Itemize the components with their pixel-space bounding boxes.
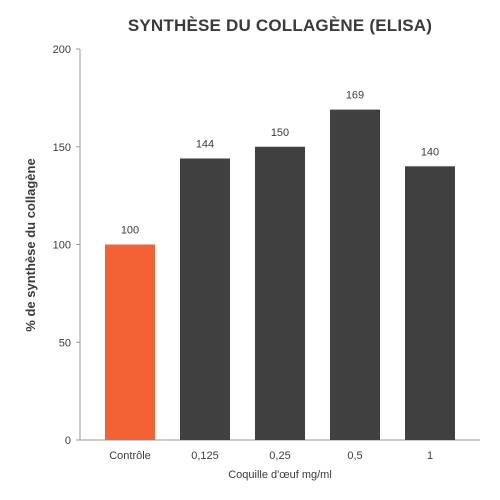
y-axis-title: % de synthèse du collagène <box>23 158 38 331</box>
x-tick-label: 1 <box>427 450 433 462</box>
bar-treatment <box>405 166 455 441</box>
bar-data-label: 169 <box>346 90 364 102</box>
bar-data-label: 150 <box>271 127 289 139</box>
bars-group: 100 144 150 169 140 <box>105 90 455 441</box>
x-tick-label: 0,25 <box>269 450 290 462</box>
bar-treatment <box>330 109 380 440</box>
bar-treatment <box>255 146 305 440</box>
bar-data-label: 140 <box>421 146 439 158</box>
bar-data-label: 100 <box>121 225 139 237</box>
y-tick-label: 0 <box>65 435 71 447</box>
x-tick-label: Contrôle <box>109 450 151 462</box>
y-tick-label: 200 <box>53 44 71 56</box>
chart-title: SYNTHÈSE DU COLLAGÈNE (ELISA) <box>127 16 433 35</box>
y-tick-label: 150 <box>53 142 71 154</box>
x-tick-label: 0,125 <box>191 450 219 462</box>
bar-treatment <box>180 158 230 441</box>
bar-control <box>105 244 155 440</box>
bar-data-label: 144 <box>196 138 214 150</box>
x-axis-title: Coquille d'œuf mg/ml <box>228 469 332 481</box>
y-tick-label: 100 <box>53 240 71 252</box>
x-tick-label: 0,5 <box>347 450 362 462</box>
y-tick-label: 50 <box>59 337 71 349</box>
y-axis-ticks: 0 50 100 150 200 <box>53 44 80 447</box>
x-axis-ticks: Contrôle 0,125 0,25 0,5 1 <box>109 450 433 462</box>
